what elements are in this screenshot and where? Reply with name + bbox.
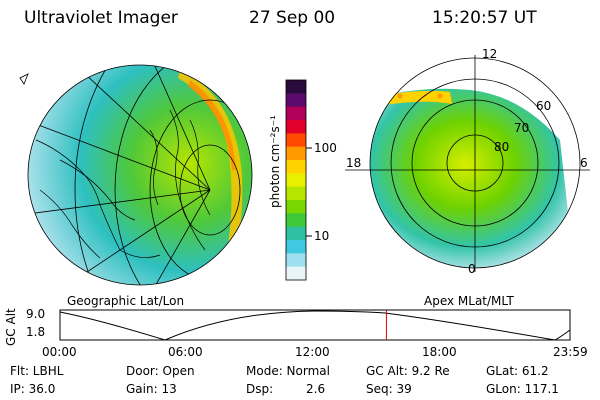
colorbar-segment [286,213,306,228]
colorbar-frame [285,79,307,281]
x-tick-1800: 18:00 [422,345,457,359]
altitude-curve [59,310,571,341]
mlt-label-12: 12 [482,47,498,61]
status-glat: GLat: 61.2 [486,364,549,378]
geo-coastlines [35,109,211,259]
colorbar-segment [286,253,306,268]
lat-label-60: 60 [536,99,552,113]
observation-date: 27 Sep 00 [249,8,336,28]
status-gc-alt: GC Alt: 9.2 Re [366,364,450,378]
colorbar [286,80,306,281]
geo-emission-field [28,65,252,285]
status-flt: Flt: LBHL [10,364,64,378]
colorbar-segment [286,133,306,148]
geo-marker-icon [19,73,29,85]
x-tick-2359: 23:59 [553,345,588,359]
x-tick-0000: 00:00 [42,345,77,359]
mlt-label-6: 6 [580,156,588,170]
timeline-plot [59,309,571,341]
polar-caption: Apex MLat/MLT [424,294,514,308]
colorbar-tick-label-100: 100 [314,141,337,155]
polar-plot [345,55,590,272]
colorbar-segment [286,226,306,241]
colorbar-segment [286,146,306,161]
timeline-frame [59,309,571,341]
lat-label-80: 80 [494,140,510,154]
colorbar-tick-label-10: 10 [314,229,330,243]
x-tick-1200: 12:00 [295,345,330,359]
geographic-map [28,65,252,285]
colorbar-segment [286,266,306,281]
colorbar-segment [286,160,306,174]
y-tick-1.8: 1.8 [26,325,46,339]
status-dsp-value: 2.6 [306,382,326,396]
observation-time: 15:20:57 UT [432,8,537,28]
geo-auroral-arc [178,70,243,262]
status-gain: Gain: 13 [126,382,177,396]
timeline-ylabel: GC Alt [4,308,18,346]
colorbar-segment [286,240,306,254]
y-tick-9: 9.0 [26,307,46,321]
colorbar-segment [286,120,306,134]
instrument-title: Ultraviolet Imager [24,8,178,28]
mlt-label-18: 18 [346,156,362,170]
colorbar-unit-label: photon cm⁻²s⁻¹ [268,115,282,208]
colorbar-segment [286,106,306,121]
x-tick-0600: 06:00 [168,345,203,359]
colorbar-segment [286,80,306,94]
status-door: Door: Open [126,364,195,378]
geo-caption: Geographic Lat/Lon [67,294,185,308]
lat-label-70: 70 [514,121,530,135]
mlt-label-0: 0 [468,262,476,276]
status-mode: Mode: Normal [246,364,330,378]
status-glon: GLon: 117.1 [486,382,559,396]
polar-emission-field [370,88,570,268]
status-seq: Seq: 39 [366,382,412,396]
status-dsp-label: Dsp: [246,382,274,396]
colorbar-segment [286,173,306,188]
colorbar-segment [286,186,306,201]
colorbar-segment [286,93,306,108]
polar-grid [345,55,590,272]
colorbar-segment [286,200,306,214]
status-ip: IP: 36.0 [10,382,56,396]
